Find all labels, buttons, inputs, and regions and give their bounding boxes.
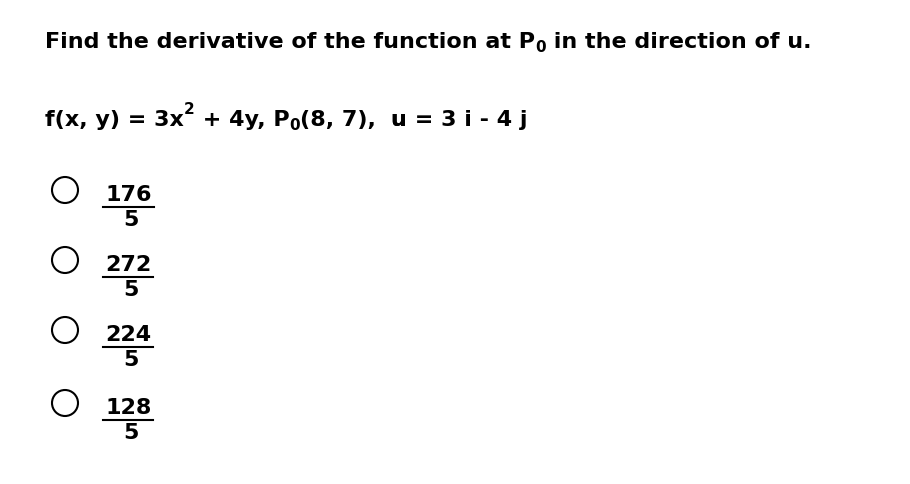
Text: 0: 0 — [289, 118, 300, 133]
Text: 0: 0 — [535, 40, 546, 55]
Text: = 3 i - 4 j: = 3 i - 4 j — [407, 110, 527, 130]
Text: 224: 224 — [105, 325, 151, 345]
Text: u: u — [390, 110, 407, 130]
Text: 5: 5 — [123, 423, 138, 443]
Text: Find the derivative of the function at P: Find the derivative of the function at P — [45, 32, 535, 52]
Text: 5: 5 — [123, 210, 138, 230]
Text: 2: 2 — [184, 103, 195, 118]
Text: in the direction of u.: in the direction of u. — [546, 32, 811, 52]
Text: u: u — [390, 110, 407, 130]
Text: 176: 176 — [105, 185, 151, 205]
Text: 128: 128 — [105, 398, 151, 418]
Text: (8, 7),: (8, 7), — [300, 110, 376, 130]
Text: 272: 272 — [105, 255, 151, 275]
Text: + 4y, P: + 4y, P — [195, 110, 289, 130]
Text: f(x, y) = 3x: f(x, y) = 3x — [45, 110, 184, 130]
Text: 5: 5 — [123, 280, 138, 300]
Text: 5: 5 — [123, 350, 138, 370]
